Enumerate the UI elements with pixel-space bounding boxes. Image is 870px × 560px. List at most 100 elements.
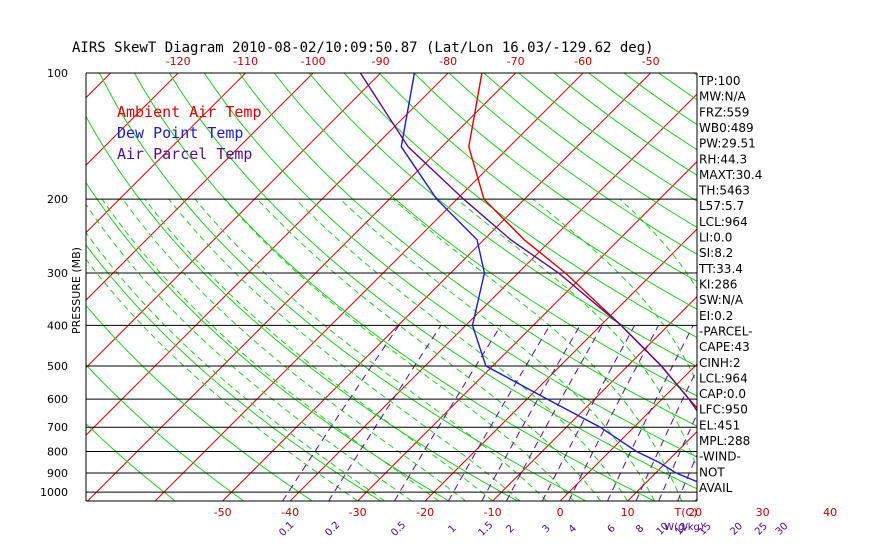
- moist-adiabat: [782, 199, 817, 501]
- index-entry: CINH:2: [699, 356, 741, 370]
- pressure-tick-label: 500: [47, 360, 68, 373]
- index-entry: -WIND-: [699, 450, 741, 464]
- index-entry: CAPE:43: [699, 340, 750, 354]
- mixing-ratio-tick-label: 4: [567, 523, 579, 535]
- isotherm-line: [86, 73, 111, 99]
- mixing-ratio-tick-label: 3: [540, 523, 552, 535]
- isotherm-line: [86, 73, 246, 234]
- dry-adiabat: [448, 73, 697, 255]
- dry-adiabat: [273, 73, 697, 397]
- dry-adiabat: [799, 73, 870, 501]
- dry-adiabat: [133, 73, 655, 501]
- sounding-profiles: [359, 73, 697, 483]
- index-entry: TT:33.4: [698, 262, 743, 276]
- mixing-ratio-line: [757, 325, 827, 501]
- index-entry: MAXT:30.4: [699, 168, 762, 182]
- mixing-ratio-tick-label: 0.1: [277, 520, 296, 539]
- legend: Ambient Air Temp Dew Point Temp Air Parcel…: [117, 103, 262, 163]
- mixing-ratio-tick-label: 25: [753, 521, 770, 538]
- mixing-ratio-tick-label: 20: [728, 521, 745, 538]
- dry-adiabat: [203, 73, 697, 458]
- bottom-temp-tick-label: 0: [557, 506, 564, 519]
- index-entry: LFC:950: [699, 403, 748, 417]
- index-entry: EL:451: [699, 418, 740, 432]
- pressure-tick-label: 100: [47, 67, 68, 80]
- mixing-ratio-line: [481, 325, 581, 501]
- legend-entry: Dew Point Temp: [117, 124, 243, 142]
- index-entry: EI:0.2: [699, 309, 733, 323]
- dry-adiabat: [168, 73, 697, 490]
- pressure-tick-label: 900: [47, 467, 68, 480]
- pressure-tick-label: 1000: [40, 486, 68, 499]
- moist-adiabat: [456, 198, 697, 469]
- dry-adiabat: [343, 73, 697, 339]
- index-entry: L57:5.7: [699, 199, 744, 213]
- index-entry: FRZ:559: [699, 105, 749, 119]
- bottom-temp-tick-label: 40: [823, 506, 837, 519]
- moist-adiabat: [86, 231, 385, 501]
- isotherm-line: [0, 73, 43, 501]
- isotherm-line: [492, 295, 697, 501]
- isotherm-line: [763, 73, 870, 501]
- mixing-ratio-tick-label: 8: [634, 523, 646, 535]
- dry-adiabat: [86, 423, 176, 501]
- moist-adiabat: [842, 199, 846, 501]
- mixing-ratio-line: [607, 325, 694, 501]
- mixing-ratio-line: [447, 325, 551, 501]
- isotherm-line: [86, 73, 381, 369]
- top-temp-tick-label: -50: [642, 55, 660, 68]
- top-temp-tick-label: -100: [301, 55, 326, 68]
- mixing-ratio-line: [635, 368, 697, 501]
- top-temp-tick-label: -80: [439, 55, 457, 68]
- moist-adiabat: [295, 198, 629, 501]
- isotherm-line: [87, 73, 516, 501]
- chart-title: AIRS SkewT Diagram 2010-08-02/10:09:50.8…: [72, 40, 654, 56]
- isotherm-line: [154, 73, 584, 501]
- index-entry: LCL:964: [699, 215, 748, 229]
- moist-adiabat: [257, 198, 602, 501]
- mixing-ratio-tick-label: 1.5: [477, 520, 496, 539]
- dry-adiabat: [86, 244, 381, 501]
- moist-adiabat: [86, 258, 358, 501]
- dry-adiabat: [86, 364, 245, 501]
- pressure-tick-label: 600: [47, 393, 68, 406]
- mixing-ratio-line: [568, 325, 659, 501]
- moist-adiabat: [101, 198, 439, 501]
- dry-adiabat: [86, 304, 313, 501]
- mixing-ratio-tick-label: 1: [446, 523, 458, 535]
- top-temp-tick-label: -120: [166, 55, 191, 68]
- top-temp-tick-label: -70: [507, 55, 525, 68]
- mixing-ratio-tick-label: 0.2: [323, 520, 342, 539]
- legend-entry: Ambient Air Temp: [117, 103, 262, 121]
- index-entry: AVAIL: [699, 481, 733, 495]
- moist-adiabat: [122, 198, 466, 501]
- moist-adiabat: [168, 198, 520, 501]
- mixing-ratio-tick-label: 6: [606, 523, 618, 535]
- moist-adiabat: [339, 198, 656, 501]
- temp-unit-label: T(C): [674, 506, 698, 519]
- index-entry: SI:8.2: [699, 246, 733, 260]
- isotherm-line: [559, 363, 697, 501]
- index-entry: MW:N/A: [699, 90, 747, 104]
- moist-adiabat: [223, 198, 574, 501]
- index-entry: WB0:489: [699, 121, 754, 135]
- mixing-ratio-line: [778, 325, 845, 501]
- bottom-temp-tick-label: -10: [484, 506, 502, 519]
- mixing-ratio-line: [658, 413, 697, 501]
- pressure-tick-label: 700: [47, 421, 68, 434]
- bottom-temp-tick-label: 30: [756, 506, 770, 519]
- index-entry: LCL:964: [699, 371, 748, 385]
- pressure-tick-label: 300: [47, 267, 68, 280]
- profile-dew-point-temp: [400, 73, 697, 483]
- mixing-ratio-line: [328, 325, 442, 501]
- dry-adiabat: [413, 73, 697, 282]
- moist-adiabat: [86, 203, 412, 501]
- profile-air-parcel-temp: [359, 73, 697, 413]
- mixing-unit-label: W(g/kg): [664, 522, 704, 533]
- index-entry: KI:286: [699, 278, 737, 292]
- dry-adiabat: [378, 73, 697, 310]
- index-entry: TH:5463: [698, 184, 750, 198]
- bottom-temp-tick-label: 20: [688, 506, 702, 519]
- isotherm-line: [86, 73, 314, 301]
